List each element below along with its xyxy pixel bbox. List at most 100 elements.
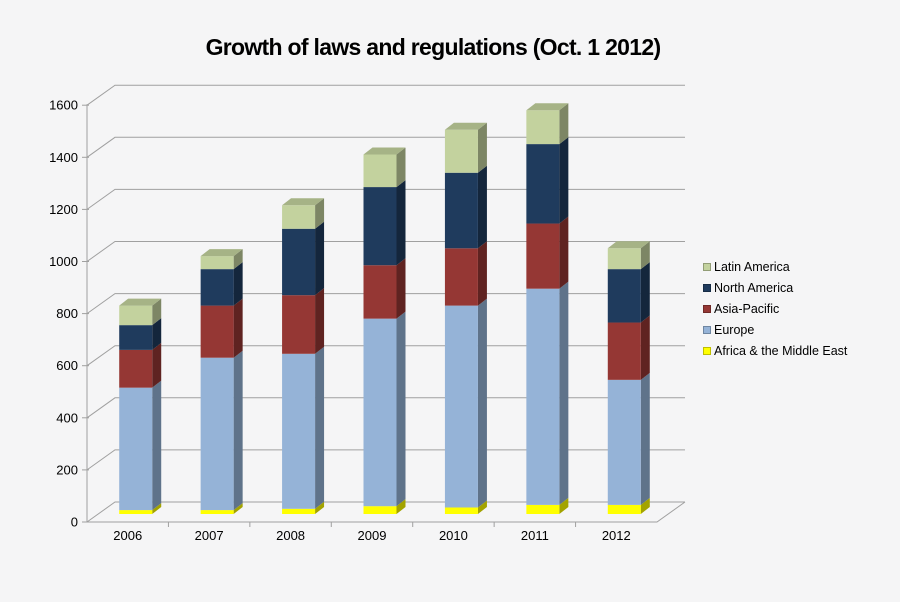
bar-segment-side-2009 bbox=[396, 258, 406, 319]
legend-label: Latin America bbox=[714, 260, 790, 275]
legend-swatch bbox=[703, 346, 711, 355]
legend-swatch bbox=[703, 263, 711, 272]
chart-title: Growth of laws and regulations (Oct. 1 2… bbox=[205, 34, 662, 60]
bar-segment-side-2012 bbox=[640, 262, 650, 323]
x-category-label: 2010 bbox=[439, 528, 468, 543]
bar-segment-2007 bbox=[200, 510, 234, 514]
bar-top-2007 bbox=[200, 249, 243, 257]
bar-segment-side-2009 bbox=[396, 499, 406, 514]
bar-segment-2009 bbox=[363, 506, 397, 514]
y-axis-label: 0 bbox=[71, 515, 78, 530]
legend-item-africa-the-middle-east: Africa & the Middle East bbox=[703, 340, 847, 361]
bar-segment-2012 bbox=[607, 248, 641, 270]
bar-top-2009 bbox=[363, 147, 406, 155]
bar-segment-2011 bbox=[526, 288, 560, 505]
bar-segment-side-2006 bbox=[152, 342, 162, 388]
bar-top-2006 bbox=[119, 298, 162, 306]
bar-segment-2009 bbox=[363, 187, 397, 266]
floor bbox=[86, 501, 686, 523]
bar-segment-2008 bbox=[282, 295, 316, 354]
gridline bbox=[86, 84, 685, 106]
gridline bbox=[86, 241, 685, 262]
legend-label: North America bbox=[714, 281, 794, 296]
bar-segment-side-2009 bbox=[396, 180, 406, 266]
bar-segment-side-2007 bbox=[233, 503, 243, 514]
gridline bbox=[86, 449, 685, 471]
bar-segment-2011 bbox=[526, 110, 560, 145]
bar-segment-side-2012 bbox=[640, 372, 650, 505]
bar-segment-2006 bbox=[119, 325, 153, 350]
legend-item-north-america: North America bbox=[703, 278, 847, 299]
x-category-label: 2009 bbox=[358, 528, 387, 543]
bar-segment-side-2008 bbox=[315, 501, 325, 514]
y-axis-label: 200 bbox=[56, 462, 78, 477]
y-axis-label: 400 bbox=[56, 410, 78, 425]
bar-segment-side-2006 bbox=[152, 380, 162, 511]
bar-segment-side-2010 bbox=[477, 500, 487, 514]
bar-segment-side-2010 bbox=[477, 241, 487, 306]
bar-segment-side-2006 bbox=[152, 503, 162, 514]
bar-segment-side-2009 bbox=[396, 311, 406, 507]
bar-segment-2007 bbox=[200, 269, 234, 306]
bar-segment-side-2011 bbox=[559, 103, 569, 145]
bar-segment-side-2011 bbox=[559, 497, 569, 514]
bar-segment-2009 bbox=[363, 154, 397, 188]
bar-segment-2006 bbox=[119, 510, 153, 514]
bar-segment-side-2007 bbox=[233, 298, 243, 358]
bar-segment-2011 bbox=[526, 504, 560, 514]
x-category-label: 2012 bbox=[602, 528, 631, 543]
bar-segment-side-2012 bbox=[640, 497, 650, 514]
gridline bbox=[86, 293, 685, 315]
legend-swatch bbox=[703, 304, 711, 313]
bar-segment-2009 bbox=[363, 318, 397, 507]
bar-segment-side-2008 bbox=[315, 198, 325, 229]
bar-segment-2006 bbox=[119, 387, 153, 511]
bar-segment-2012 bbox=[607, 504, 641, 514]
bar-segment-side-2006 bbox=[152, 318, 162, 350]
bar-top-2010 bbox=[444, 122, 487, 130]
gridline bbox=[86, 136, 685, 158]
bar-segment-side-2007 bbox=[233, 262, 243, 306]
bar-segment-side-2008 bbox=[315, 221, 325, 296]
bar-segment-2007 bbox=[200, 305, 234, 358]
bar-segment-2008 bbox=[282, 228, 316, 296]
bar-segment-side-2010 bbox=[477, 298, 487, 508]
bar-segment-side-2009 bbox=[396, 147, 406, 188]
bar-top-2008 bbox=[282, 198, 325, 206]
bar-segment-2012 bbox=[607, 322, 641, 380]
bar-segment-2009 bbox=[363, 265, 397, 319]
bar-segment-2006 bbox=[119, 305, 153, 326]
y-axis-label: 600 bbox=[56, 358, 78, 373]
y-axis-label: 1600 bbox=[49, 98, 78, 113]
bar-segment-2007 bbox=[200, 357, 234, 511]
bar-segment-side-2012 bbox=[640, 315, 650, 380]
bar-segment-side-2011 bbox=[559, 137, 569, 224]
bar-segment-2008 bbox=[282, 508, 316, 514]
bar-segment-2010 bbox=[444, 172, 478, 249]
x-category-label: 2008 bbox=[276, 528, 305, 543]
legend-label: Europe bbox=[714, 322, 755, 337]
bar-segment-side-2011 bbox=[559, 216, 569, 289]
bar-top-2011 bbox=[526, 103, 569, 111]
gridline bbox=[86, 345, 685, 367]
legend-swatch bbox=[703, 325, 711, 334]
bar-segment-side-2011 bbox=[559, 281, 569, 505]
x-category-label: 2007 bbox=[195, 528, 224, 543]
legend-swatch bbox=[703, 284, 711, 293]
bar-segment-side-2008 bbox=[315, 288, 325, 354]
y-axis-label: 1400 bbox=[49, 150, 78, 165]
bar-segment-2012 bbox=[607, 379, 641, 505]
bar-segment-side-2010 bbox=[477, 122, 487, 173]
legend-item-asia-pacific: Asia-Pacific bbox=[703, 299, 847, 320]
y-axis-label: 800 bbox=[56, 306, 78, 321]
bar-segment-2006 bbox=[119, 349, 153, 388]
y-axis-label: 1200 bbox=[49, 202, 78, 217]
y-axis-label: 1000 bbox=[49, 254, 78, 269]
legend-label: Asia-Pacific bbox=[714, 301, 780, 316]
bar-segment-2008 bbox=[282, 205, 316, 229]
bar-segment-2012 bbox=[607, 269, 641, 323]
gridline bbox=[86, 397, 685, 419]
bar-segment-2008 bbox=[282, 353, 316, 509]
legend-item-europe: Europe bbox=[703, 319, 847, 340]
